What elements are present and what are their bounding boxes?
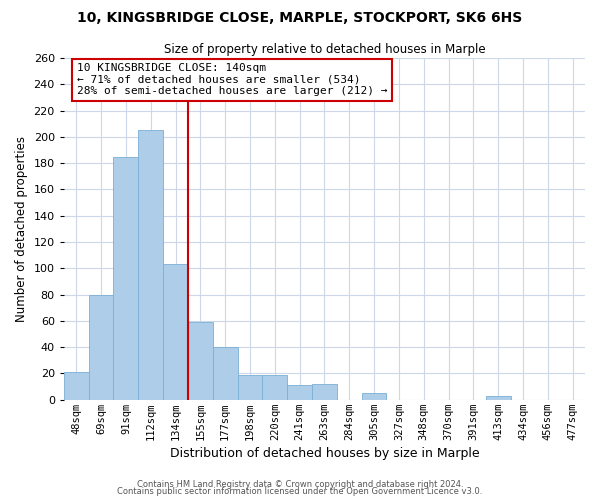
Bar	[188, 322, 213, 400]
Bar	[64, 372, 89, 400]
Text: Contains public sector information licensed under the Open Government Licence v3: Contains public sector information licen…	[118, 487, 482, 496]
Bar	[213, 347, 238, 400]
Bar	[89, 294, 113, 400]
Bar	[362, 393, 386, 400]
Title: Size of property relative to detached houses in Marple: Size of property relative to detached ho…	[164, 42, 485, 56]
Bar	[312, 384, 337, 400]
Bar	[262, 375, 287, 400]
X-axis label: Distribution of detached houses by size in Marple: Distribution of detached houses by size …	[170, 447, 479, 460]
Bar	[138, 130, 163, 400]
Bar	[238, 375, 262, 400]
Text: Contains HM Land Registry data © Crown copyright and database right 2024.: Contains HM Land Registry data © Crown c…	[137, 480, 463, 489]
Text: 10 KINGSBRIDGE CLOSE: 140sqm
← 71% of detached houses are smaller (534)
28% of s: 10 KINGSBRIDGE CLOSE: 140sqm ← 71% of de…	[77, 63, 388, 96]
Y-axis label: Number of detached properties: Number of detached properties	[15, 136, 28, 322]
Text: 10, KINGSBRIDGE CLOSE, MARPLE, STOCKPORT, SK6 6HS: 10, KINGSBRIDGE CLOSE, MARPLE, STOCKPORT…	[77, 11, 523, 25]
Bar	[113, 156, 138, 400]
Bar	[486, 396, 511, 400]
Bar	[163, 264, 188, 400]
Bar	[287, 386, 312, 400]
